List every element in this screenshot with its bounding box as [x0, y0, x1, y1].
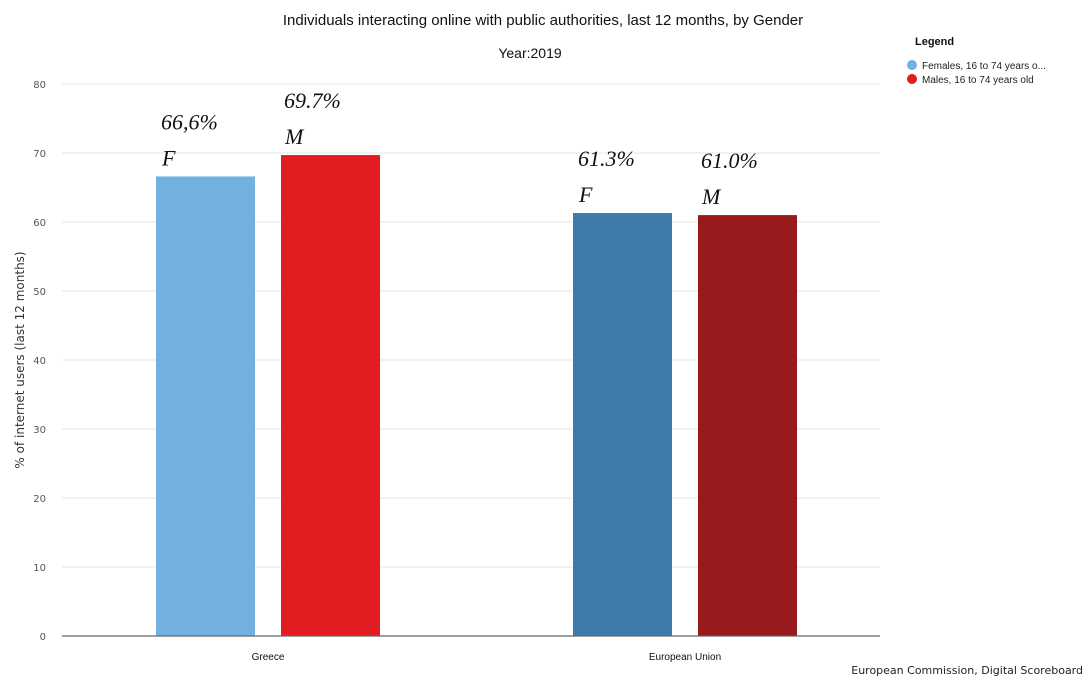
x-category-label: Greece: [252, 652, 285, 663]
bar-males: [281, 155, 380, 636]
y-tick-label: 10: [33, 563, 46, 574]
annotation-value: 66,6%: [161, 109, 218, 134]
bar-females: [156, 176, 255, 636]
legend-title: Legend: [915, 36, 954, 48]
legend: Legend Females, 16 to 74 years o... Male…: [907, 36, 1046, 86]
annotation-gender: M: [284, 124, 305, 149]
y-tick-label: 0: [40, 632, 46, 643]
annotation-value: 61.0%: [701, 148, 758, 173]
annotation-gender: M: [701, 184, 722, 209]
y-axis-ticks: 0 10 20 30 40 50 60 70 80: [33, 80, 46, 643]
legend-label-females: Females, 16 to 74 years o...: [922, 61, 1046, 72]
legend-marker-males: [907, 74, 917, 84]
x-axis-categories: Greece European Union: [252, 652, 722, 663]
bar-annotations: 66,6% F 69.7% M 61.3% F 61.0% M: [161, 88, 758, 209]
legend-label-males: Males, 16 to 74 years old: [922, 75, 1034, 86]
chart-subtitle: Year:2019: [498, 45, 562, 61]
source-credit: European Commission, Digital Scoreboard: [851, 664, 1083, 677]
y-tick-label: 30: [33, 425, 46, 436]
chart-title: Individuals interacting online with publ…: [283, 12, 803, 29]
bar-females: [573, 213, 672, 636]
legend-marker-females: [907, 60, 917, 70]
y-axis-label: % of internet users (last 12 months): [13, 251, 27, 468]
y-tick-label: 80: [33, 80, 46, 91]
bars: [156, 155, 797, 636]
y-tick-label: 40: [33, 356, 46, 367]
annotation-gender: F: [161, 145, 176, 170]
x-category-label: European Union: [649, 652, 721, 663]
y-tick-label: 20: [33, 494, 46, 505]
bar-males: [698, 215, 797, 636]
y-tick-label: 50: [33, 287, 46, 298]
annotation-gender: F: [578, 182, 593, 207]
y-tick-label: 60: [33, 218, 46, 229]
annotation-value: 61.3%: [578, 146, 635, 171]
annotation-value: 69.7%: [284, 88, 341, 113]
y-tick-label: 70: [33, 149, 46, 160]
